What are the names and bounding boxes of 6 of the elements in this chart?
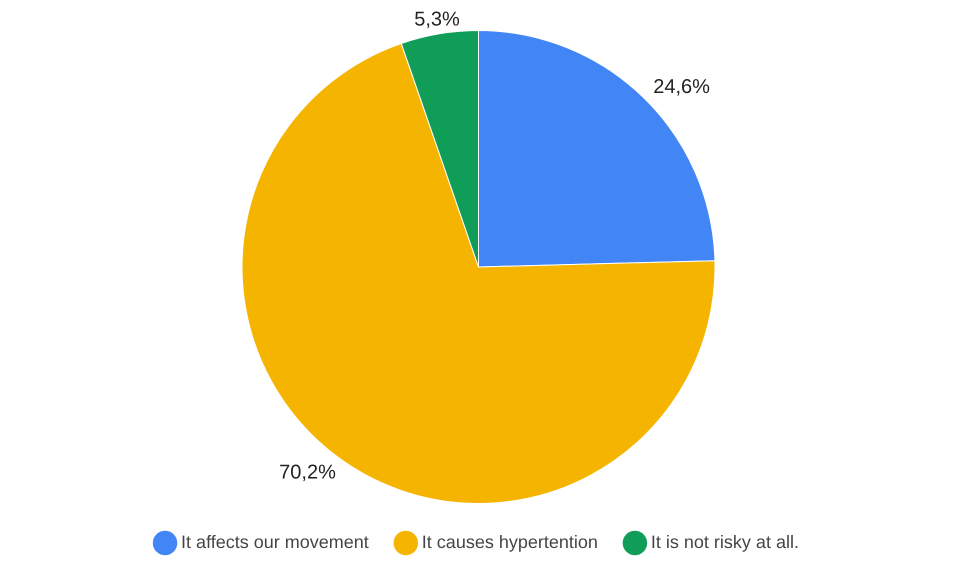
legend-label: It is not risky at all. xyxy=(650,532,799,552)
data-label: 24,6% xyxy=(653,76,710,98)
data-label: 5,3% xyxy=(414,8,460,30)
legend-label: It affects our movement xyxy=(181,532,369,552)
legend-label: It causes hypertention xyxy=(422,532,598,552)
data-label: 70,2% xyxy=(279,461,336,484)
